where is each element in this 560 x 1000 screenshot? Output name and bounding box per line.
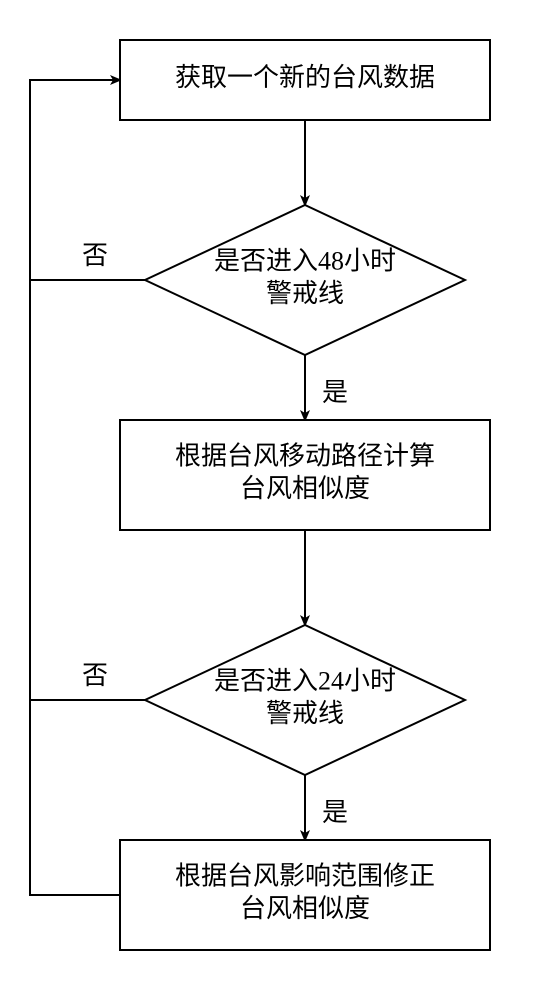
node-text: 台风相似度 [240,894,370,923]
node-text: 是否进入24小时 [214,667,396,696]
node-n5: 根据台风影响范围修正台风相似度 [120,840,490,950]
edge-label: 是 [322,798,348,827]
edge-label: 是 [322,378,348,407]
node-n2: 是否进入48小时警戒线 [145,205,465,355]
node-text: 警戒线 [266,699,344,728]
flowchart-canvas: 获取一个新的台风数据是否进入48小时警戒线根据台风移动路径计算台风相似度是否进入… [0,0,560,1000]
edge-label: 否 [82,661,108,690]
node-text: 警戒线 [266,279,344,308]
node-n1: 获取一个新的台风数据 [120,40,490,120]
node-n3: 根据台风移动路径计算台风相似度 [120,420,490,530]
edge-5 [30,80,145,700]
node-n4: 是否进入24小时警戒线 [145,625,465,775]
node-text: 获取一个新的台风数据 [175,63,435,92]
edge-6 [30,80,120,895]
node-text: 是否进入48小时 [214,247,396,276]
node-text: 根据台风移动路径计算 [175,442,435,471]
edge-label: 否 [82,241,108,270]
node-text: 根据台风影响范围修正 [175,862,435,891]
node-text: 台风相似度 [240,474,370,503]
